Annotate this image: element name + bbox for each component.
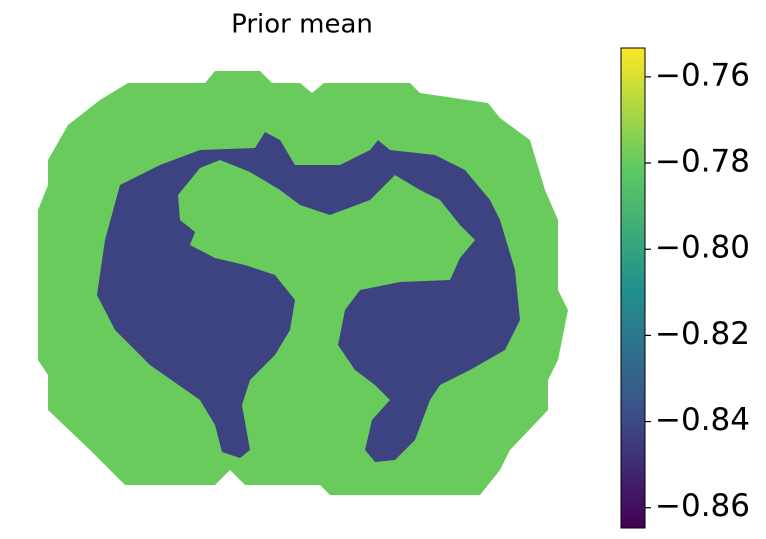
colorbar-tick-label: −0.76: [655, 57, 750, 93]
colorbar-tick-label: −0.84: [655, 402, 750, 438]
colorbar-tick-label: −0.78: [655, 144, 750, 180]
heat-region: [97, 132, 520, 462]
colorbar: [620, 47, 646, 529]
colorbar-tick-label: −0.80: [655, 230, 750, 266]
colorbar-tick-label: −0.86: [655, 488, 750, 524]
colorbar-tick-label: −0.82: [655, 316, 750, 352]
chart-title: Prior mean: [231, 10, 373, 40]
